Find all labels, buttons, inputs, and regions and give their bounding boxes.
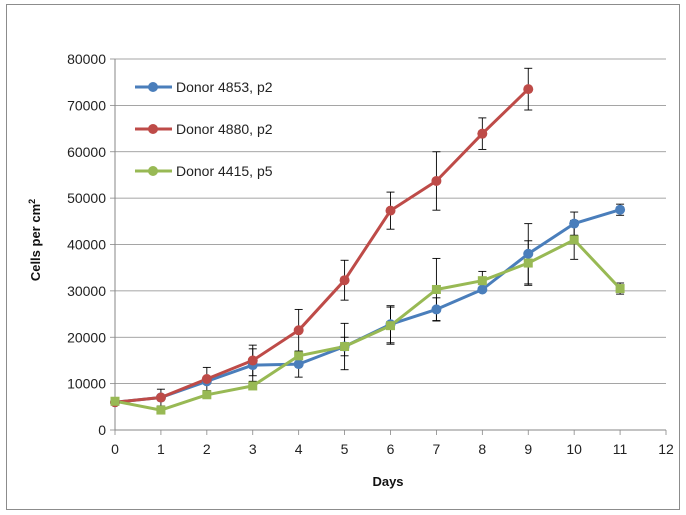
error-bars xyxy=(156,67,625,407)
x-tick-label-3: 3 xyxy=(249,441,257,457)
x-tick-label-5: 5 xyxy=(341,441,349,457)
y-axis-title: Cells per cm2 xyxy=(27,199,43,281)
series-point-s1-p8 xyxy=(477,128,488,139)
series-point-s2-p2 xyxy=(202,390,212,400)
y-tick-label-7: 70000 xyxy=(67,97,106,113)
legend-label-2: Donor 4415, p5 xyxy=(176,163,273,179)
legend: Donor 4853, p2 Donor 4880, p2 Donor 4415, … xyxy=(135,79,273,179)
series-point-s2-p7 xyxy=(431,284,441,294)
y-tick-label-5: 50000 xyxy=(67,190,106,206)
series-point-s2-p1 xyxy=(156,405,166,415)
series-markers xyxy=(110,84,626,415)
series-point-s2-p4 xyxy=(294,351,304,361)
series-line-2 xyxy=(114,238,622,412)
x-tick-label-12: 12 xyxy=(658,441,674,457)
series-point-s0-p11 xyxy=(615,204,626,215)
series-point-s0-p4 xyxy=(293,359,304,370)
y-tick-label-4: 40000 xyxy=(67,237,106,253)
y-tick-label-1: 10000 xyxy=(67,376,106,392)
series-point-s2-p0 xyxy=(110,396,120,406)
series-point-s0-p7 xyxy=(431,304,442,315)
x-tick-label-2: 2 xyxy=(203,441,211,457)
y-axis-title-main: Cells per cm xyxy=(28,204,43,281)
x-tick-label-11: 11 xyxy=(613,441,628,457)
series-point-s2-p8 xyxy=(477,276,487,286)
series-point-s2-p10 xyxy=(569,235,579,245)
chart-frame xyxy=(6,4,680,510)
series-point-s1-p7 xyxy=(431,175,442,186)
series-point-s0-p8 xyxy=(477,284,488,295)
legend-label-1: Donor 4880, p2 xyxy=(176,121,273,137)
series-point-s1-p1 xyxy=(155,392,166,403)
y-axis-title-superscript: 2 xyxy=(27,199,37,204)
x-tick-label-6: 6 xyxy=(387,441,395,457)
y-tick-labels: 0 10000 20000 30000 40000 50000 60000 70000 8000… xyxy=(67,51,106,438)
series-line-1 xyxy=(114,88,530,404)
series-point-s1-p4 xyxy=(293,325,304,336)
series-lines xyxy=(114,88,622,412)
series-point-s0-p10 xyxy=(569,218,580,229)
x-tick-label-7: 7 xyxy=(433,441,441,457)
series-point-s0-p9 xyxy=(523,248,534,259)
y-tick-label-8: 80000 xyxy=(67,51,106,67)
series-point-s1-p5 xyxy=(339,275,350,286)
series-point-s1-p9 xyxy=(523,84,534,95)
legend-marker-1 xyxy=(148,124,158,134)
x-tick-label-10: 10 xyxy=(566,441,582,457)
legend-marker-0 xyxy=(148,82,158,92)
x-tick-label-1: 1 xyxy=(157,441,165,457)
y-tick-label-0: 0 xyxy=(98,422,106,438)
series-point-s2-p11 xyxy=(615,284,625,294)
x-tick-label-9: 9 xyxy=(524,441,532,457)
series-point-s1-p6 xyxy=(385,205,396,216)
x-tick-label-8: 8 xyxy=(478,441,486,457)
series-line-0 xyxy=(114,208,621,404)
x-axis-title: Days xyxy=(372,474,403,489)
series-point-s2-p3 xyxy=(248,381,258,391)
legend-marker-2 xyxy=(148,166,158,176)
series-point-s2-p6 xyxy=(386,321,395,331)
series-point-s2-p5 xyxy=(340,342,350,352)
series-point-s1-p3 xyxy=(247,355,258,366)
y-tick-label-3: 30000 xyxy=(67,283,106,299)
series-point-s2-p9 xyxy=(523,258,533,268)
series-point-s1-p2 xyxy=(201,373,212,384)
axes xyxy=(110,58,667,435)
x-tick-label-0: 0 xyxy=(111,441,119,457)
legend-label-0: Donor 4853, p2 xyxy=(176,79,273,95)
x-tick-label-4: 4 xyxy=(295,441,303,457)
x-tick-labels: 0 1 2 3 4 5 6 7 8 9 10 11 12 xyxy=(111,441,674,457)
y-tick-label-2: 20000 xyxy=(67,329,106,345)
y-tick-label-6: 60000 xyxy=(67,144,106,160)
